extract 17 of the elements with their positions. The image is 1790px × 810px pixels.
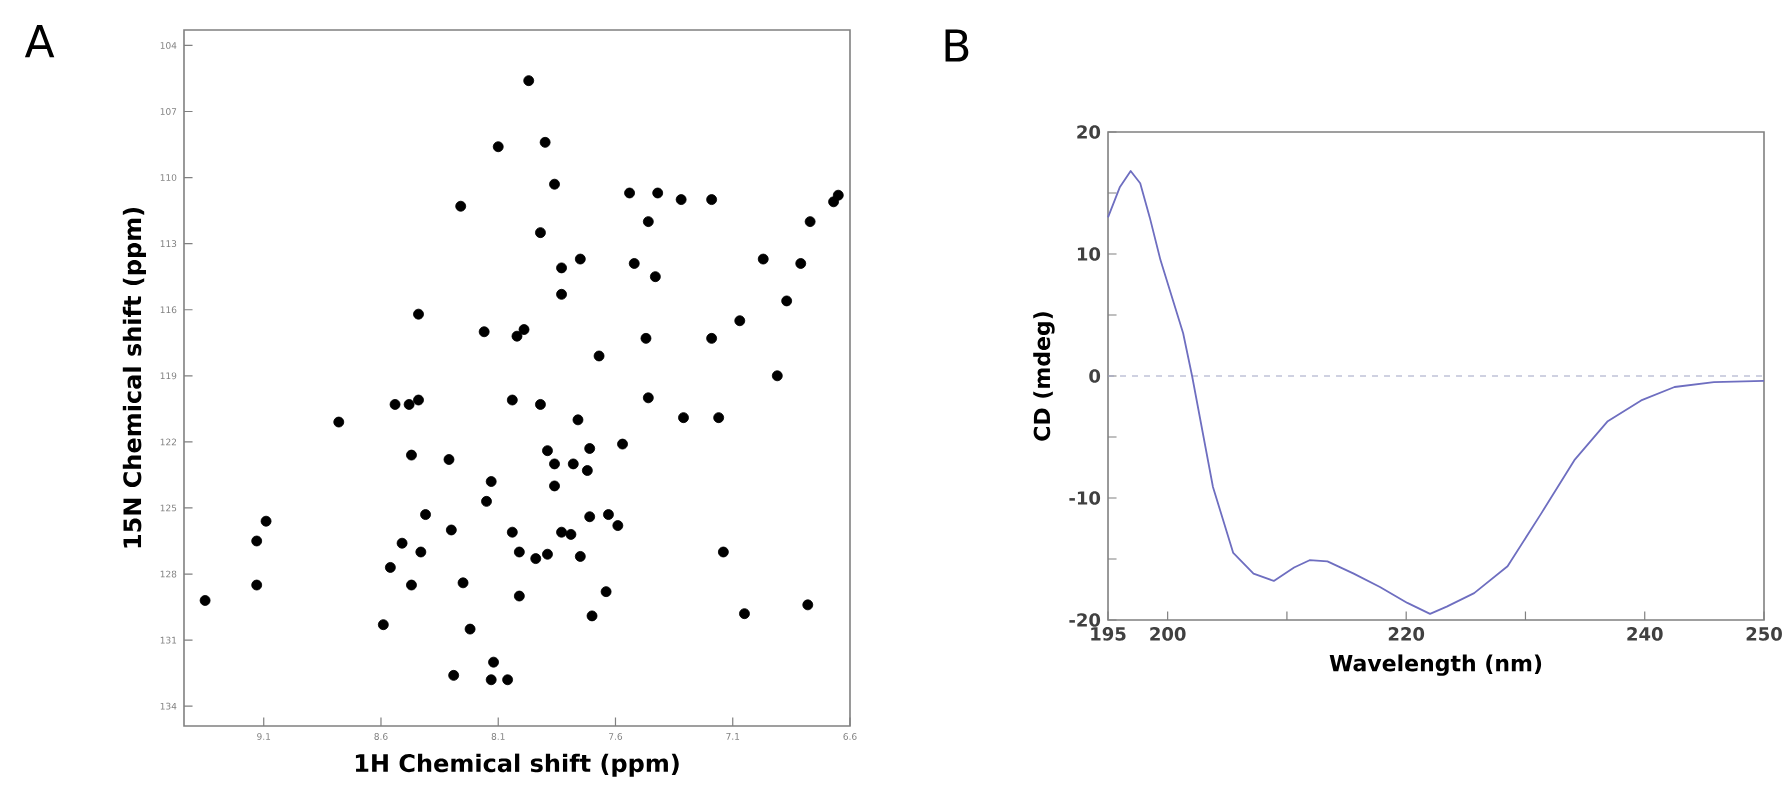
y-tick-label: 20 [1077,125,1101,139]
y-axis-title: 15N Chemical shift (ppm) [122,207,147,548]
y-tick-label: -10 [1069,491,1101,505]
x-axis-title: 1H Chemical shift (ppm) [355,753,679,777]
x-tick-label: 220 [1388,627,1425,641]
x-tick-label: 195 [1091,627,1126,641]
line-series [1107,170,1765,615]
x-axis-title: Wavelength (nm) [1329,654,1542,676]
y-axis-title: CD (mdeg) [1033,312,1055,441]
y-tick-label: 10 [1077,247,1101,261]
chart-title: A [24,25,55,58]
x-tick-label: 240 [1627,627,1663,641]
x-tick-label: 250 [1746,627,1782,641]
y-tick-label: -20 [1069,613,1101,627]
chart-title: B [945,29,969,62]
y-tick-label: 0 [1089,369,1101,383]
x-tick-label: 200 [1150,627,1186,641]
